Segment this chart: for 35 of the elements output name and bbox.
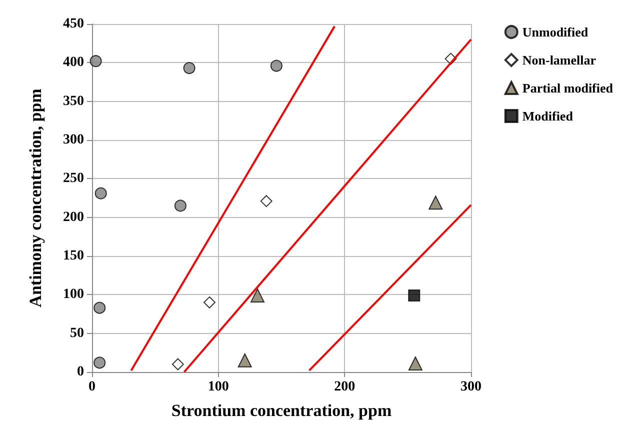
y-tick-label: 100 — [63, 287, 84, 302]
y-tick-label: 150 — [63, 248, 84, 264]
point — [260, 195, 272, 208]
legend-label: Partial modified — [522, 80, 614, 96]
point — [172, 358, 184, 370]
legend-label: Unmodified — [522, 24, 589, 40]
y-tick-label: 250 — [63, 171, 84, 186]
point — [94, 302, 106, 314]
point — [183, 62, 196, 74]
point — [203, 296, 216, 308]
point — [94, 187, 107, 200]
x-axis-title: Strontium concentration, ppm — [171, 401, 392, 420]
x-tick-label: 200 — [334, 380, 356, 394]
x-tick-label: 0 — [88, 380, 96, 394]
y-tick-label: 0 — [77, 364, 84, 380]
y-tick-label: 50 — [70, 326, 84, 341]
point — [428, 196, 443, 210]
legend-label: Non-lamellar — [522, 52, 596, 68]
point — [408, 356, 422, 370]
point — [90, 55, 102, 68]
point — [250, 288, 264, 302]
x-tick-label: 300 — [460, 380, 482, 394]
y-tick-label: 450 — [63, 16, 84, 32]
x-tick-label: 100 — [208, 380, 229, 394]
y-axis-title: Antimony concentration, ppm — [26, 88, 45, 308]
y-tick-label: 400 — [63, 55, 84, 70]
point — [270, 60, 282, 72]
point — [238, 353, 252, 368]
y-tick-label: 300 — [63, 132, 84, 148]
point — [408, 289, 420, 302]
point — [174, 200, 186, 212]
point — [94, 356, 106, 369]
legend-label: Modified — [522, 108, 574, 124]
y-tick-label: 200 — [63, 210, 84, 225]
y-tick-label: 350 — [63, 94, 84, 109]
